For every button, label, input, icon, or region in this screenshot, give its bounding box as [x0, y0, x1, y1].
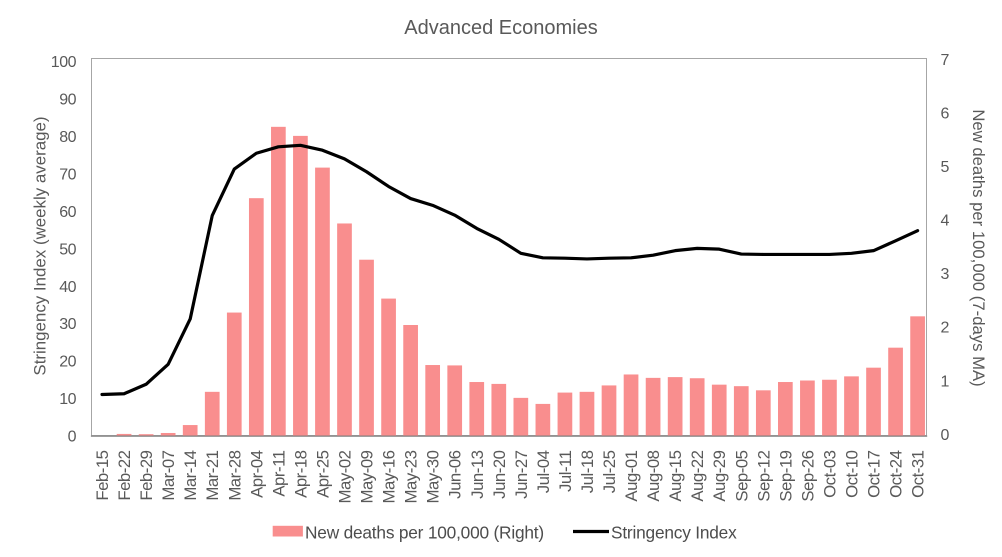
svg-text:Feb-29: Feb-29	[137, 450, 156, 500]
svg-text:New deaths per 100,000 (Right): New deaths per 100,000 (Right)	[305, 523, 544, 543]
svg-text:Jun-27: Jun-27	[512, 450, 531, 498]
svg-text:10: 10	[59, 391, 76, 408]
svg-text:3: 3	[941, 266, 950, 283]
svg-text:Oct-03: Oct-03	[820, 450, 839, 498]
svg-text:Oct-10: Oct-10	[842, 450, 861, 498]
svg-text:Jul-11: Jul-11	[556, 450, 575, 492]
svg-text:May-09: May-09	[358, 450, 377, 503]
svg-text:Oct-31: Oct-31	[909, 450, 928, 498]
svg-text:40: 40	[59, 279, 76, 296]
svg-text:Jun-06: Jun-06	[446, 450, 465, 498]
svg-text:Mar-07: Mar-07	[159, 450, 178, 500]
svg-text:Stringency Index (weekly avera: Stringency Index (weekly average)	[31, 116, 50, 375]
svg-text:Aug-29: Aug-29	[710, 450, 729, 501]
svg-text:30: 30	[59, 316, 76, 333]
svg-text:50: 50	[59, 241, 76, 258]
svg-text:Sep-26: Sep-26	[798, 450, 817, 501]
svg-text:Jun-20: Jun-20	[490, 450, 509, 498]
svg-text:Mar-14: Mar-14	[181, 450, 200, 500]
svg-text:Aug-08: Aug-08	[644, 450, 663, 501]
svg-text:100: 100	[51, 54, 77, 71]
svg-text:Apr-18: Apr-18	[291, 450, 310, 498]
svg-text:6: 6	[941, 105, 950, 122]
svg-text:Apr-11: Apr-11	[269, 450, 288, 496]
svg-text:Aug-15: Aug-15	[666, 450, 685, 501]
svg-text:20: 20	[59, 354, 76, 371]
svg-text:0: 0	[68, 429, 77, 446]
svg-text:Aug-01: Aug-01	[622, 450, 641, 501]
svg-text:7: 7	[941, 52, 950, 69]
svg-text:Sep-12: Sep-12	[754, 450, 773, 501]
svg-text:Mar-21: Mar-21	[203, 450, 222, 500]
svg-text:Sep-05: Sep-05	[732, 450, 751, 501]
svg-text:May-16: May-16	[380, 450, 399, 503]
svg-text:Apr-25: Apr-25	[313, 450, 332, 498]
svg-text:Apr-04: Apr-04	[247, 450, 266, 498]
svg-text:1: 1	[941, 373, 950, 390]
svg-text:Advanced Economies: Advanced Economies	[404, 17, 597, 39]
svg-text:5: 5	[941, 159, 950, 176]
svg-text:Mar-28: Mar-28	[225, 450, 244, 500]
svg-text:80: 80	[59, 129, 76, 146]
svg-text:60: 60	[59, 204, 76, 221]
svg-text:May-30: May-30	[424, 450, 443, 503]
svg-text:Jul-18: Jul-18	[578, 450, 597, 493]
svg-text:0: 0	[941, 427, 950, 444]
svg-text:Feb-15: Feb-15	[93, 450, 112, 500]
svg-text:2: 2	[941, 320, 950, 337]
svg-text:Sep-19: Sep-19	[776, 450, 795, 501]
svg-text:New deaths per 100,000 (7-days: New deaths per 100,000 (7-days MA)	[969, 109, 988, 386]
svg-text:May-02: May-02	[335, 450, 354, 503]
svg-text:Aug-22: Aug-22	[688, 450, 707, 501]
svg-text:70: 70	[59, 166, 76, 183]
svg-text:Oct-17: Oct-17	[865, 450, 884, 498]
svg-text:90: 90	[59, 91, 76, 108]
svg-text:May-23: May-23	[402, 450, 421, 503]
svg-text:Jul-25: Jul-25	[600, 450, 619, 493]
svg-text:Stringency Index: Stringency Index	[611, 523, 737, 543]
svg-text:Jul-04: Jul-04	[534, 450, 553, 493]
svg-text:Jun-13: Jun-13	[468, 450, 487, 498]
svg-text:Oct-24: Oct-24	[887, 450, 906, 498]
svg-text:Feb-22: Feb-22	[115, 450, 134, 500]
svg-text:4: 4	[941, 213, 950, 230]
